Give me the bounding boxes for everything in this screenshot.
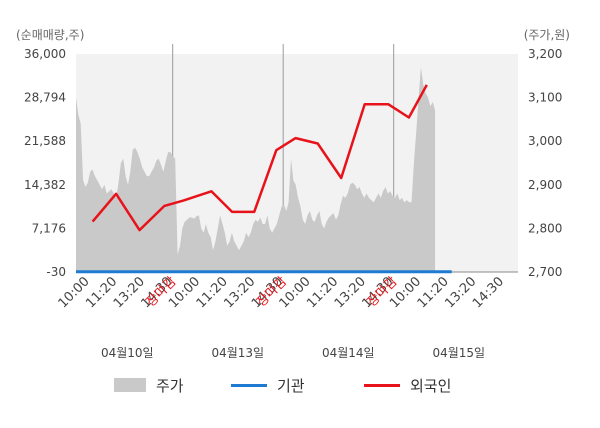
y-right-tick-label: 3,100 [528,91,562,105]
price-area [76,67,436,272]
date-label: 04월14일 [322,346,375,360]
y-left-tick-label: 14,382 [24,178,66,192]
y-right-tick-label: 2,900 [528,178,562,192]
x-tick-label: 14:30 [470,274,507,311]
date-label: 04월15일 [432,346,485,360]
legend-item-institution: 기관 [231,370,305,400]
right-axis-unit: (주가,원) [523,28,570,42]
foreign-series-line [91,84,428,232]
date-label: 04월10일 [101,346,154,360]
legend-swatch-institution [231,383,267,387]
y-left-tick-label: 36,000 [24,47,66,61]
y-left-tick-label: 7,176 [32,221,66,235]
y-right-tick-label: 3,200 [528,47,562,61]
left-axis-unit: (순매매량,주) [16,28,85,42]
legend-item-price: 주가 [114,370,184,400]
legend: 주가 기관 외국인 [0,370,600,400]
legend-swatch-price [114,378,146,392]
y-left-tick-label: -30 [46,265,66,279]
legend-label-price: 주가 [156,376,184,395]
legend-swatch-foreign [364,383,400,387]
y-left-tick-label: 21,588 [24,134,66,148]
y-left-tick-label: 28,794 [24,91,66,105]
y-right-tick-label: 2,700 [528,265,562,279]
legend-label-foreign: 외국인 [410,376,452,395]
date-label: 04월13일 [211,346,264,360]
legend-item-foreign: 외국인 [364,370,451,400]
y-right-tick-label: 3,000 [528,134,562,148]
y-right-tick-label: 2,800 [528,221,562,235]
legend-label-institution: 기관 [277,376,305,395]
